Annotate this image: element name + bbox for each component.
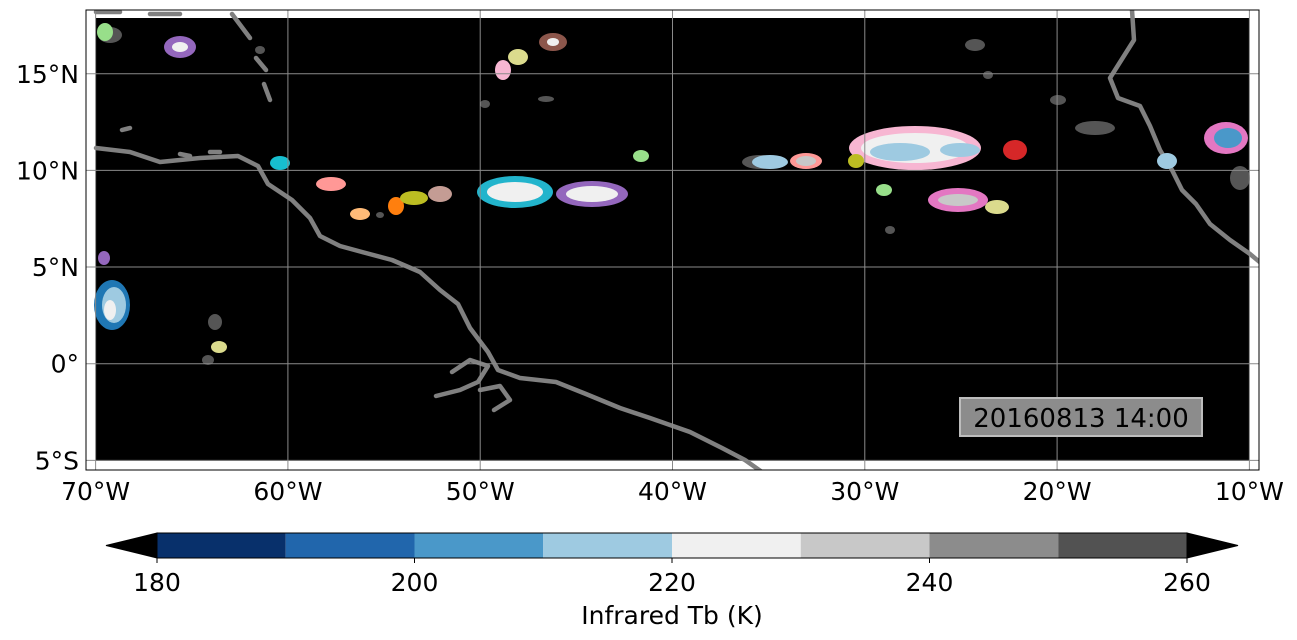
latitude-tick-label: 10°N (16, 156, 79, 185)
colorbar-segment (285, 533, 415, 558)
cloud-system-caribbean (270, 33, 822, 220)
colorbar-extend-high (1186, 532, 1239, 559)
colorbar-label: Infrared Tb (K) (581, 601, 763, 630)
longitude-tick-label: 10°W (1215, 477, 1284, 506)
colorbar-tick-label: 260 (1163, 568, 1211, 597)
colorbar-segment (543, 533, 672, 558)
colorbar-tick-label: 180 (133, 568, 181, 597)
map-panel: 20160813 14:00 (85, 9, 1260, 471)
latitude-tick-label: 15°N (16, 60, 79, 89)
coastline-south-america (93, 145, 764, 470)
cloud-patch (1230, 166, 1250, 190)
cloud-system-west (94, 23, 227, 353)
cloud-system-atlantic-east (848, 126, 1027, 214)
latitude-tick-label: 0° (51, 350, 79, 379)
latitude-tick-label: 5°N (32, 253, 79, 282)
cloud-patch (255, 46, 265, 54)
colorbar-segment (929, 533, 1059, 558)
cloud-patch (208, 314, 222, 330)
coastline-amazon-delta (433, 357, 513, 413)
longitude-tick-label: 20°W (1023, 477, 1092, 506)
colorbar-extend-low (105, 532, 158, 559)
timestamp-box: 20160813 14:00 (959, 397, 1203, 437)
colorbar-tick-label: 200 (391, 568, 439, 597)
cloud-patch (1075, 121, 1115, 135)
longitude-tick-label: 30°W (830, 477, 899, 506)
longitude-tick-labels: 70°W 60°W 50°W 40°W 30°W 20°W 10°W (61, 477, 1284, 506)
cloud-patch (885, 226, 895, 234)
colorbar-segment (157, 533, 286, 558)
cloud-patch (983, 71, 993, 79)
cloud-patch (376, 212, 384, 218)
colorbar: 180 200 220 240 260 Infrared Tb (K) (105, 532, 1239, 630)
convective-systems (94, 23, 1248, 353)
cloud-patch (538, 96, 554, 102)
longitude-tick-label: 70°W (61, 477, 130, 506)
colorbar-segment (1058, 533, 1187, 558)
cloud-patch (480, 100, 490, 108)
longitude-tick-label: 40°W (638, 477, 707, 506)
colorbar-tick-labels: 180 200 220 240 260 (133, 558, 1211, 597)
latitude-tick-label: 5°S (35, 446, 79, 475)
cloud-system-africa (1157, 122, 1248, 169)
colorbar-tick-label: 220 (648, 568, 696, 597)
longitude-tick-label: 50°W (446, 477, 515, 506)
colorbar-segments (157, 533, 1187, 558)
coastline-caribbean-islands (93, 10, 273, 159)
colorbar-tick-label: 240 (906, 568, 954, 597)
latitude-tick-labels: 15°N 10°N 5°N 0° 5°S (16, 60, 79, 476)
colorbar-segment (800, 533, 930, 558)
cloud-patch (965, 39, 985, 51)
longitude-tick-label: 60°W (253, 477, 322, 506)
colorbar-segment (414, 533, 544, 558)
gridlines (86, 10, 1259, 470)
colorbar-segment (672, 533, 801, 558)
map-border (85, 9, 1260, 471)
cloud-patch (202, 355, 214, 365)
cloud-system-atlantic-central (477, 176, 628, 208)
cloud-patch (1050, 95, 1066, 105)
timestamp-label: 20160813 14:00 (973, 404, 1189, 434)
